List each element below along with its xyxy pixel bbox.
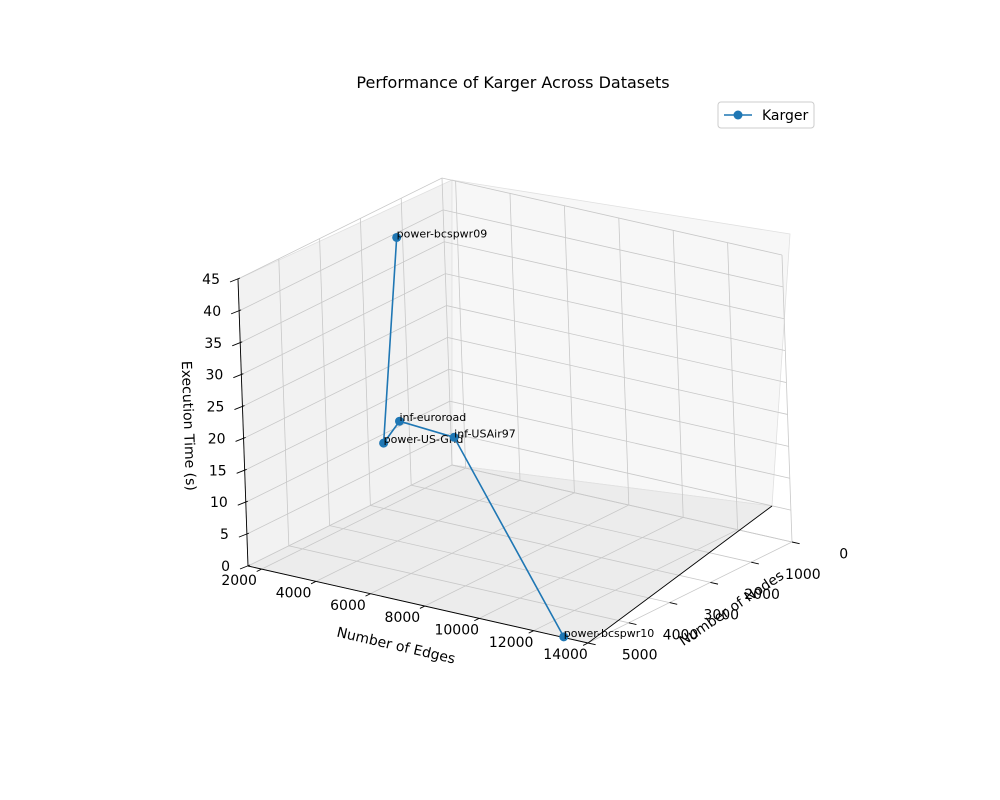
time-tick-label: 20	[208, 431, 226, 447]
nodes-tick-mark	[751, 561, 759, 565]
edges-tick-label: 14000	[543, 647, 588, 663]
data-point	[449, 432, 459, 442]
edges-tick-mark	[582, 642, 589, 646]
edges-tick-mark	[474, 617, 480, 622]
y-axis-label-nodes: Number of Nodes	[677, 568, 787, 650]
time-tick-label: 15	[209, 463, 227, 479]
grid-line-time	[240, 241, 785, 344]
time-tick-label: 40	[203, 304, 221, 320]
legend-label: Karger	[762, 108, 809, 124]
nodes-tick-mark	[791, 541, 800, 545]
edges-tick-mark	[365, 593, 371, 597]
time-tick-mark	[229, 277, 241, 283]
edges-tick-label: 2000	[221, 573, 257, 589]
data-point	[559, 632, 569, 642]
time-tick-mark	[232, 341, 243, 347]
data-series: power-bcspwr09 power-US-Grid inf-euroroad i…	[379, 227, 655, 642]
grid-line-time	[237, 177, 783, 280]
nodes-tick-label: 1000	[785, 567, 821, 583]
nodes-tick-label: 4000	[663, 628, 699, 644]
pane-back-wall	[451, 179, 791, 507]
nodes-tick-mark	[587, 642, 596, 646]
nodes-tick-label: 0	[839, 547, 848, 563]
chart-title: Performance of Karger Across Datasets	[356, 73, 669, 92]
time-tick-mark	[237, 500, 248, 506]
time-tick-mark	[236, 468, 247, 474]
grid-line-time	[244, 368, 789, 471]
data-point-label: inf-euroroad	[400, 411, 467, 424]
nodes-tick-mark	[628, 622, 637, 625]
time-tick-mark	[238, 532, 250, 538]
time-tick-label: 10	[210, 495, 228, 511]
time-tick-label: 45	[202, 272, 220, 288]
grid-line-time	[246, 432, 791, 535]
time-tick-mark	[239, 564, 251, 570]
legend-marker	[733, 110, 743, 120]
time-tick-mark	[234, 405, 245, 410]
nodes-axis-line	[587, 505, 773, 644]
edges-tick-label: 12000	[489, 635, 534, 651]
data-point-label: inf-USAir97	[454, 427, 516, 440]
z-axis-line	[237, 278, 249, 567]
time-tick-label: 25	[207, 400, 225, 416]
grid-line-time	[247, 464, 793, 567]
nodes-tick-mark	[669, 602, 678, 605]
grid-line-time	[243, 337, 788, 439]
legend: Karger	[717, 101, 815, 129]
grid-line-time	[241, 273, 786, 376]
z-axis-label-time: Execution Time (s)	[178, 361, 199, 492]
edges-axis-line	[247, 565, 589, 644]
nodes-tick-mark	[710, 581, 719, 585]
edges-tick-label: 10000	[434, 622, 479, 638]
data-point	[392, 232, 402, 242]
time-tick-label: 5	[220, 527, 229, 543]
time-tick-label: 30	[206, 368, 224, 384]
edges-tick-label: 6000	[330, 598, 366, 614]
edges-tick-mark	[256, 568, 262, 572]
data-point	[379, 438, 389, 448]
nodes-tick-label: 2000	[744, 587, 780, 603]
edges-tick-mark	[528, 630, 534, 634]
grid-line-time	[242, 305, 787, 407]
time-tick-mark	[235, 437, 246, 442]
data-point-label: power-bcspwr09	[397, 227, 488, 240]
grid-line-time	[238, 209, 784, 312]
edges-tick-mark	[419, 605, 425, 609]
edges-tick-mark	[310, 580, 317, 585]
time-tick-mark	[233, 373, 244, 379]
time-tick-mark	[230, 309, 242, 315]
time-tick-label: 35	[204, 336, 222, 352]
edges-tick-label: 4000	[276, 586, 312, 602]
edges-tick-label: 8000	[385, 610, 421, 626]
axis-ticks: 2000 4000 6000 8000 10000 12000 14000 0 1000 2000…	[202, 272, 848, 664]
data-point	[395, 416, 405, 426]
nodes-tick-label: 5000	[622, 648, 658, 664]
time-tick-label: 0	[221, 559, 230, 575]
data-point-label: power-bcspwr10	[564, 627, 655, 640]
grid-line-time	[245, 400, 790, 503]
data-point-label: power-US-Grid	[384, 433, 464, 446]
nodes-tick-label: 3000	[703, 607, 739, 623]
legend-box	[717, 101, 815, 129]
